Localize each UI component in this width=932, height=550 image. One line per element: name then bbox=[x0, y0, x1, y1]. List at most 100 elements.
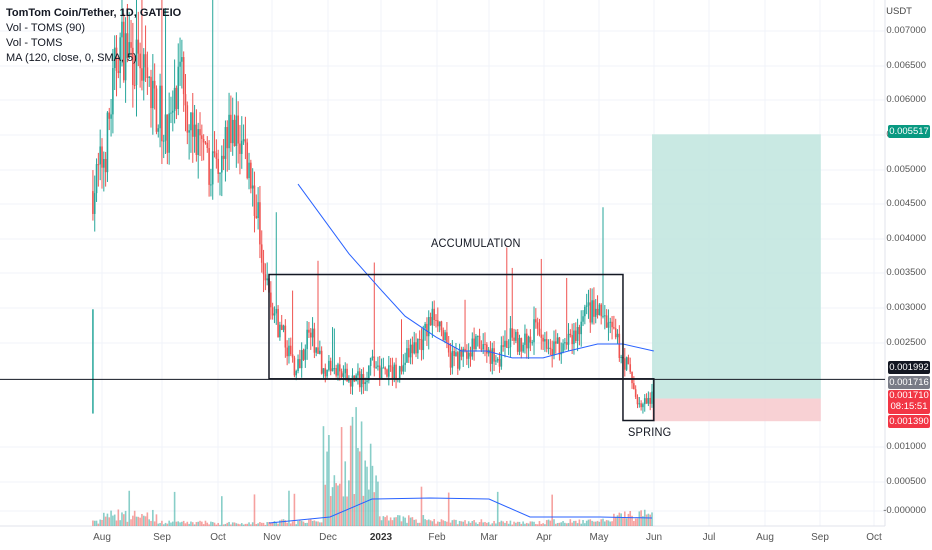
volume-bar-265 bbox=[573, 520, 575, 526]
candle-body-162 bbox=[386, 369, 388, 377]
candle-body-54 bbox=[190, 112, 192, 131]
candle-body-29 bbox=[144, 54, 147, 68]
volume-bar-145 bbox=[355, 407, 357, 526]
candle-body-148 bbox=[360, 374, 363, 388]
volume-bar-21 bbox=[130, 519, 132, 526]
volume-bar-228 bbox=[505, 521, 508, 526]
candle-body-229 bbox=[507, 347, 510, 349]
candle-body-256 bbox=[556, 337, 559, 344]
price-tick-label: 0.004500 bbox=[886, 198, 926, 209]
candle-body-160 bbox=[382, 367, 385, 369]
candle-body-287 bbox=[613, 327, 615, 329]
legend-moving-average[interactable]: MA (120, close, 0, SMA, 5) bbox=[6, 52, 137, 64]
volume-bar-191 bbox=[438, 521, 441, 526]
candle-body-73 bbox=[224, 127, 227, 159]
volume-bar-125 bbox=[319, 522, 321, 526]
volume-bar-127 bbox=[322, 426, 325, 526]
volume-bar-202 bbox=[458, 520, 461, 526]
volume-bar-286 bbox=[611, 521, 613, 526]
candle-body-250 bbox=[545, 339, 548, 349]
volume-bar-95 bbox=[264, 524, 267, 526]
candle-body-12 bbox=[113, 47, 116, 69]
legend-volume-90[interactable]: Vol - TOMS (90) bbox=[6, 22, 86, 34]
candle-body-108 bbox=[288, 345, 290, 357]
volume-bar-218 bbox=[487, 522, 490, 526]
candle-body-261 bbox=[565, 342, 568, 345]
candle-body-283 bbox=[605, 315, 608, 328]
time-tick-label: Sep bbox=[811, 532, 829, 543]
candle-body-72 bbox=[222, 155, 225, 159]
volume-bar-134 bbox=[335, 483, 337, 526]
candle-body-163 bbox=[388, 365, 390, 377]
candle-body-286 bbox=[611, 321, 613, 328]
volume-bar-3 bbox=[97, 523, 100, 526]
candle-body-288 bbox=[614, 328, 617, 338]
volume-bar-43 bbox=[170, 522, 172, 526]
volume-bar-284 bbox=[607, 520, 610, 526]
candle-body-224 bbox=[498, 359, 501, 367]
volume-bar-126 bbox=[320, 522, 323, 526]
candle-body-199 bbox=[453, 351, 455, 357]
volume-bar-62 bbox=[204, 520, 207, 526]
volume-bar-264 bbox=[571, 522, 573, 526]
candle-body-136 bbox=[338, 364, 341, 372]
candle-body-56 bbox=[193, 124, 196, 137]
volume-bar-205 bbox=[464, 520, 466, 526]
candle-body-88 bbox=[251, 185, 254, 189]
legend-title[interactable]: TomTom Coin/Tether, 1D, GATEIO bbox=[6, 7, 182, 19]
candle-body-239 bbox=[525, 333, 528, 349]
volume-bar-37 bbox=[159, 522, 161, 526]
candle-body-96 bbox=[266, 278, 268, 281]
candle-body-124 bbox=[317, 347, 319, 354]
volume-bar-141 bbox=[348, 480, 350, 526]
candle-body-127 bbox=[322, 368, 325, 374]
time-tick-label: 2023 bbox=[369, 532, 393, 543]
ma-120-line bbox=[297, 183, 654, 359]
candle-body-265 bbox=[573, 330, 575, 345]
candle-body-27 bbox=[141, 68, 143, 81]
volume-bar-79 bbox=[235, 523, 238, 526]
volume-bar-158 bbox=[378, 516, 381, 526]
volume-bar-144 bbox=[353, 494, 356, 526]
candle-body-55 bbox=[191, 112, 194, 137]
candle-body-42 bbox=[168, 113, 170, 153]
volume-bar-160 bbox=[382, 516, 385, 526]
candle-body-241 bbox=[529, 336, 532, 343]
volume-bar-182 bbox=[422, 515, 425, 526]
volume-bar-172 bbox=[404, 517, 406, 526]
candle-body-181 bbox=[420, 339, 423, 351]
volume-bar-90 bbox=[255, 524, 258, 526]
candle-body-245 bbox=[536, 322, 539, 329]
volume-bar-91 bbox=[257, 523, 259, 526]
candle-body-63 bbox=[206, 142, 209, 149]
volume-bar-242 bbox=[531, 521, 534, 526]
candle-body-307 bbox=[649, 397, 651, 404]
volume-bar-33 bbox=[152, 509, 154, 526]
candle-body-128 bbox=[324, 368, 327, 377]
volume-bar-269 bbox=[580, 523, 583, 526]
candle-body-138 bbox=[342, 373, 345, 377]
time-tick-label: Oct bbox=[866, 532, 882, 543]
candle-body-131 bbox=[329, 360, 332, 372]
volume-bar-196 bbox=[447, 492, 450, 526]
candle-body-99 bbox=[271, 307, 274, 316]
volume-bar-222 bbox=[495, 523, 497, 526]
volume-bar-84 bbox=[244, 523, 247, 526]
volume-bar-96 bbox=[266, 522, 268, 526]
candle-body-260 bbox=[564, 342, 566, 344]
candle-body-234 bbox=[516, 331, 519, 352]
candle-body-65 bbox=[210, 184, 212, 186]
price-tick-label: 0.003000 bbox=[886, 302, 926, 313]
candle-body-46 bbox=[175, 87, 178, 110]
volume-bar-89 bbox=[253, 494, 256, 526]
volume-bar-307 bbox=[649, 514, 651, 526]
volume-bar-119 bbox=[308, 519, 310, 526]
current-price-value: 0.001710 bbox=[889, 390, 929, 401]
legend-volume[interactable]: Vol - TOMS bbox=[6, 37, 63, 49]
volume-bar-194 bbox=[444, 521, 446, 526]
candle-body-23 bbox=[133, 84, 136, 86]
candle-body-112 bbox=[295, 371, 298, 376]
volume-bar-256 bbox=[556, 522, 559, 526]
